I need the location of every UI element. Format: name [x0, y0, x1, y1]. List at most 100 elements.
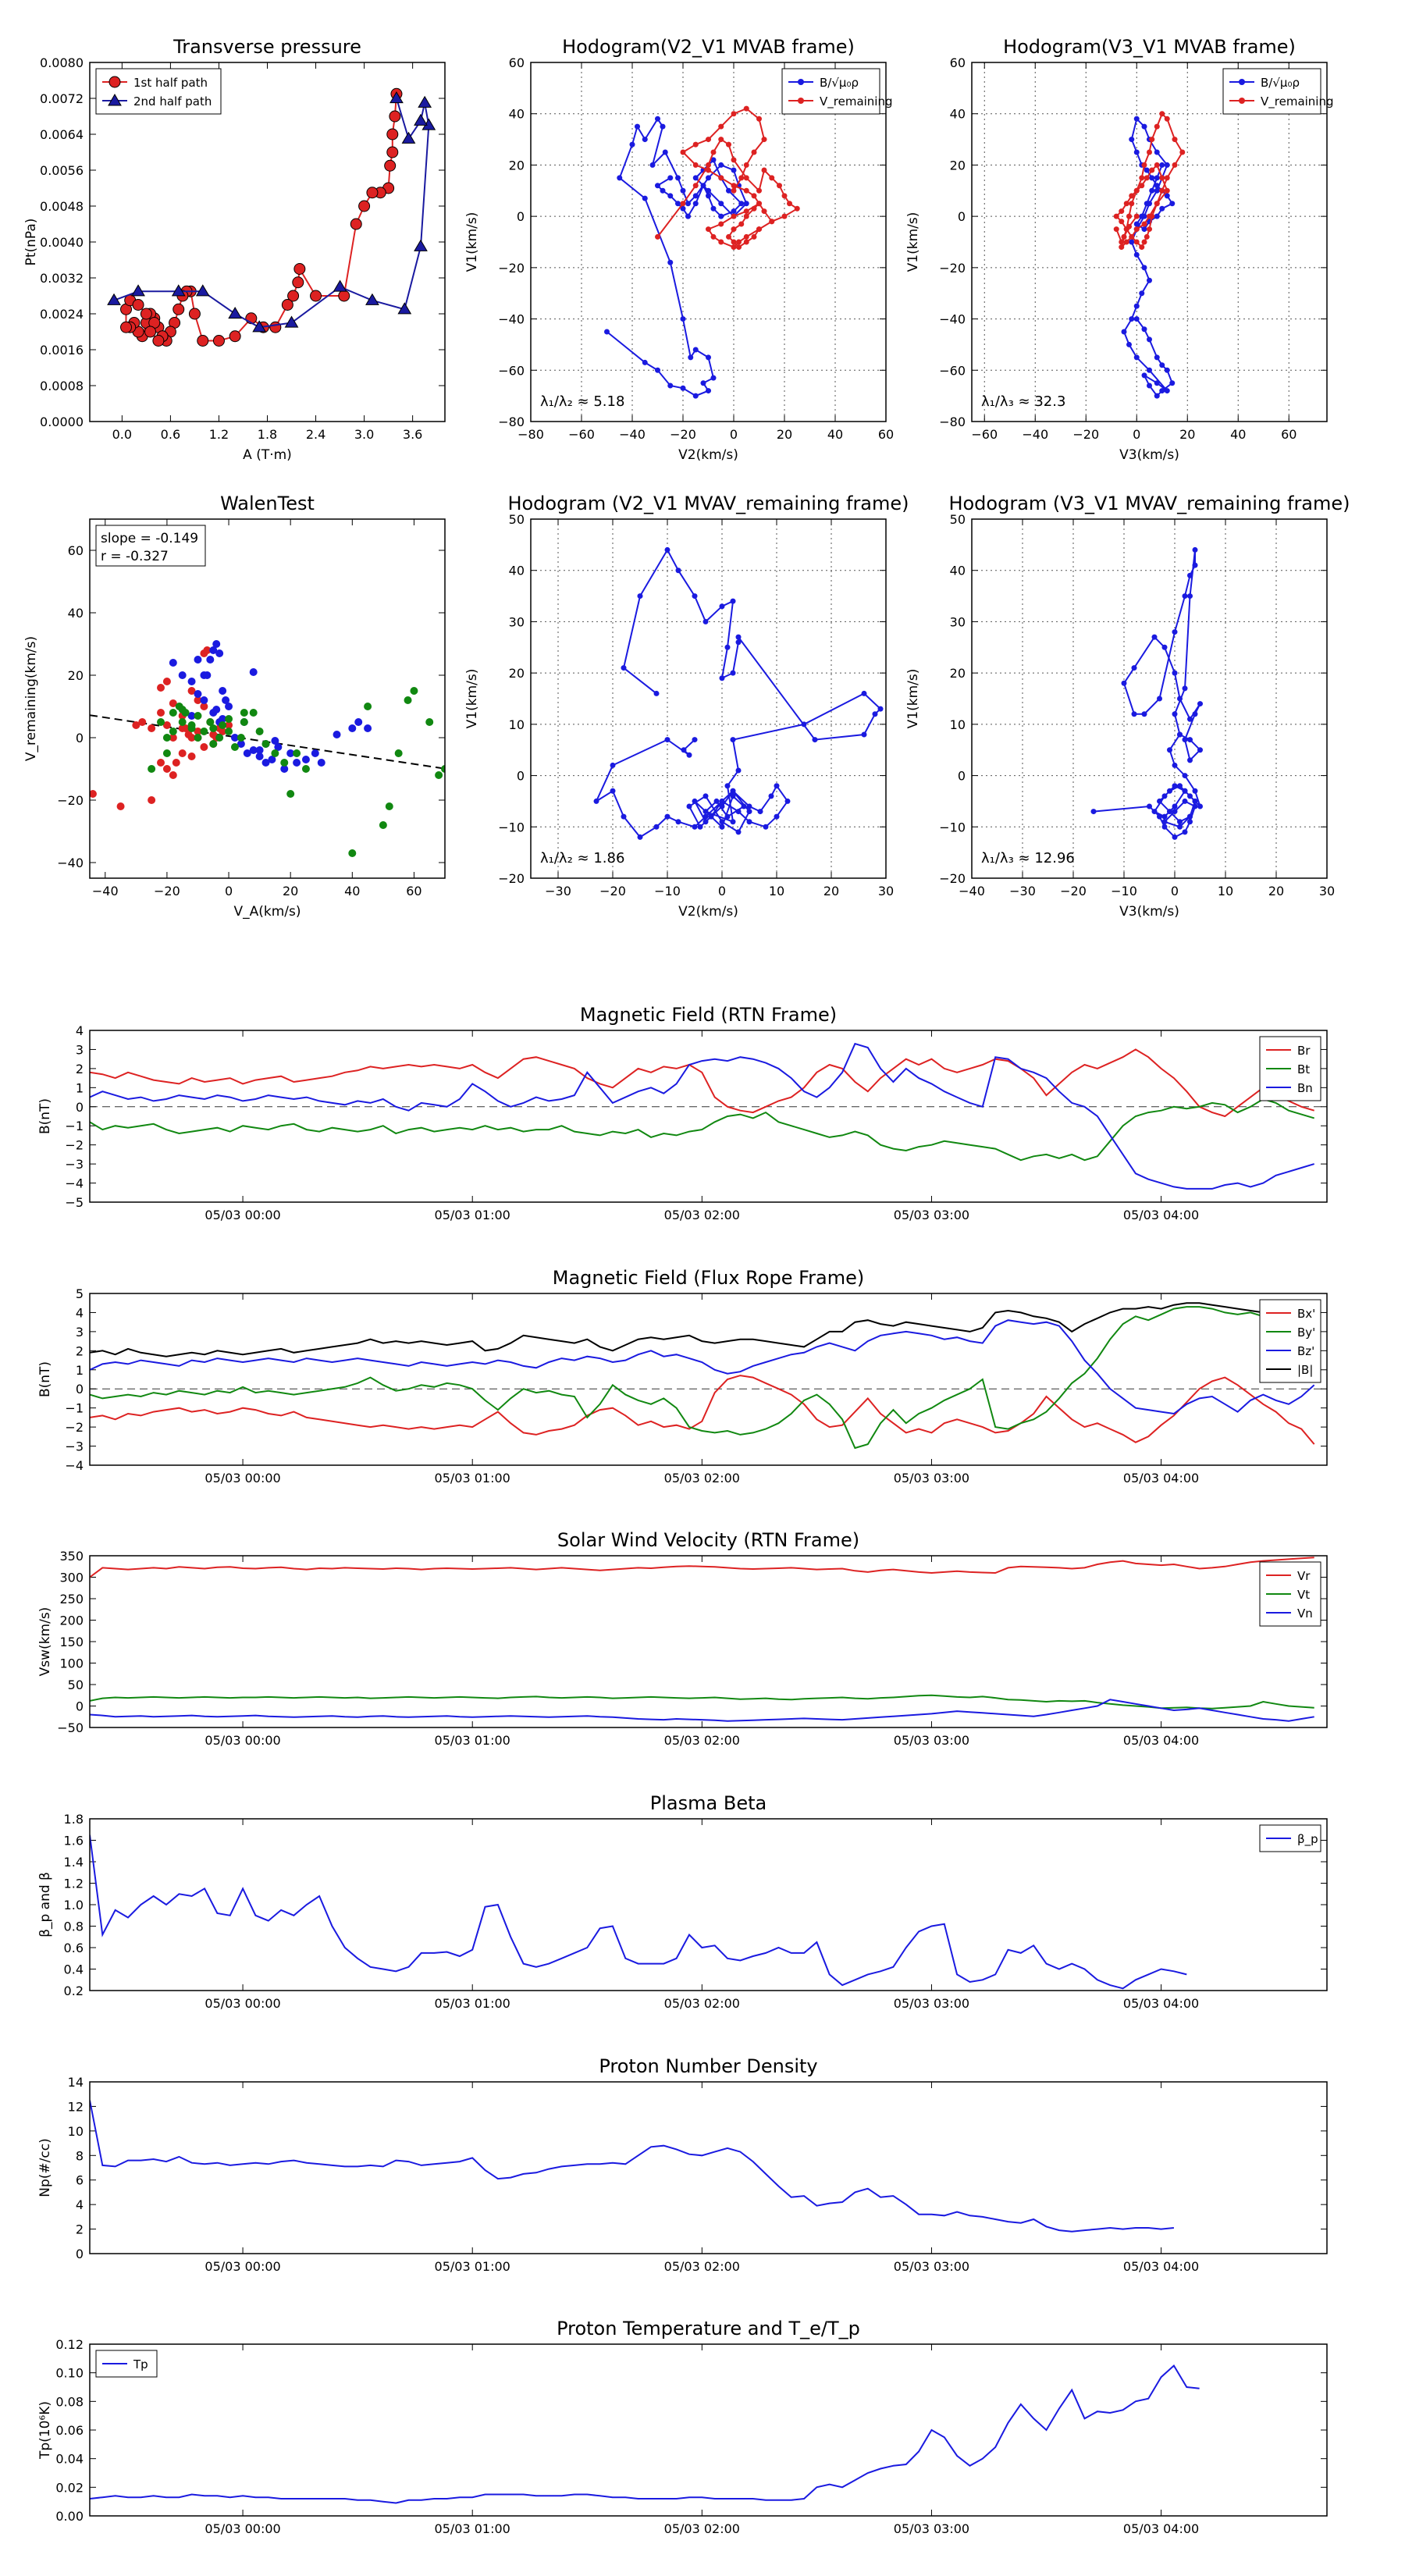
data-point: [1167, 788, 1172, 794]
y-tick-label: 0.0048: [40, 199, 84, 214]
data-point: [735, 809, 742, 815]
data-point: [655, 367, 660, 373]
data-point: [719, 603, 725, 610]
series-line-0: [125, 94, 397, 343]
panel-title: Solar Wind Velocity (RTN Frame): [557, 1529, 859, 1551]
y-tick-label: 0.0016: [40, 343, 84, 358]
legend-label: B/√μ₀ρ: [820, 76, 859, 90]
data-point: [1187, 813, 1193, 820]
data-point: [629, 141, 635, 148]
data-point: [731, 187, 737, 194]
data-point: [1172, 834, 1178, 840]
x-tick-label: 05/03 01:00: [435, 2521, 510, 2536]
data-point: [768, 793, 774, 799]
data-point: [1164, 162, 1170, 168]
data-point: [209, 740, 218, 748]
data-point: [1164, 187, 1170, 194]
data-point: [116, 802, 125, 810]
data-point: [731, 183, 737, 189]
data-point: [718, 123, 724, 130]
data-point: [700, 183, 706, 189]
data-point: [1157, 696, 1162, 702]
x-tick-label: 05/03 04:00: [1123, 2259, 1199, 2274]
y-tick-label: 300: [59, 1571, 84, 1585]
data-point: [692, 347, 699, 353]
data-point: [200, 703, 208, 710]
series-line-0: [594, 548, 882, 838]
data-point: [1154, 175, 1160, 181]
data-point: [178, 706, 187, 713]
data-point: [664, 546, 670, 553]
x-tick-label: 3.6: [403, 427, 422, 442]
data-point: [743, 201, 749, 207]
data-point: [1141, 162, 1147, 168]
data-point: [610, 788, 616, 794]
data-point: [169, 709, 177, 717]
x-tick-label: 2.4: [306, 427, 325, 442]
data-point: [1133, 251, 1140, 258]
y-tick-label: 12: [68, 2099, 84, 2114]
y-tick-label: −40: [498, 312, 525, 327]
data-point: [1121, 329, 1127, 335]
series-line-0: [90, 2364, 1200, 2504]
data-point: [774, 813, 780, 820]
data-point: [397, 302, 412, 315]
legend-label: Bn: [1297, 1081, 1313, 1095]
panel-9: Plasma Beta 05/03 00:00 05/03 01:00 05/03 0…: [37, 1792, 1328, 2011]
data-point: [1139, 183, 1145, 189]
data-point: [718, 175, 724, 181]
data-point: [675, 568, 681, 574]
y-axis-label: Pt(nPa): [23, 219, 39, 266]
data-point: [1187, 737, 1193, 743]
annotation-text: λ₁/λ₃ ≈ 12.96: [981, 850, 1075, 866]
data-point: [735, 829, 742, 835]
data-point: [756, 187, 762, 194]
panel-title: Hodogram (V2_V1 MVAV_remaining frame): [507, 493, 909, 514]
data-point: [187, 687, 196, 695]
data-point: [1197, 803, 1203, 809]
data-point: [90, 790, 97, 798]
data-point: [301, 756, 310, 763]
y-tick-label: 0.00: [55, 2509, 84, 2524]
x-tick-label: 20: [283, 884, 298, 898]
x-tick-label: −80: [518, 427, 544, 442]
data-point: [389, 110, 401, 123]
data-point: [261, 759, 270, 767]
data-point: [107, 293, 121, 305]
data-point: [1133, 187, 1140, 194]
data-point: [1133, 316, 1140, 322]
data-point: [187, 678, 196, 685]
data-point: [132, 299, 144, 311]
data-point: [219, 721, 227, 729]
panel-1: Hodogram(V2_V1 MVAB frame) −80 −60 −40 −20 0 2…: [464, 36, 894, 463]
data-point: [1147, 382, 1152, 389]
data-point: [333, 279, 347, 292]
data-point: [194, 656, 202, 664]
data-point: [662, 149, 668, 155]
data-point: [1172, 137, 1178, 143]
data-point: [1187, 819, 1193, 825]
y-tick-label: 0.6: [64, 1941, 84, 1955]
data-point: [730, 819, 736, 825]
legend-label: V_remaining: [1261, 94, 1334, 109]
x-axis-label: A (T·m): [243, 447, 292, 463]
data-point: [348, 724, 357, 732]
x-tick-label: −30: [545, 884, 571, 898]
data-point: [386, 146, 399, 158]
y-tick-label: 1.4: [64, 1855, 84, 1870]
data-point: [1119, 219, 1125, 225]
data-point: [1154, 187, 1160, 194]
data-point: [718, 221, 724, 227]
y-tick-label: −80: [939, 415, 966, 429]
data-point: [1147, 213, 1152, 219]
y-tick-label: −20: [939, 261, 966, 276]
data-point: [610, 762, 616, 768]
data-point: [731, 111, 737, 117]
data-point: [743, 187, 749, 194]
data-point: [731, 226, 737, 233]
data-point: [178, 671, 187, 679]
x-tick-label: 05/03 03:00: [894, 1733, 969, 1748]
data-point: [219, 715, 227, 723]
data-point: [169, 728, 177, 735]
data-point: [384, 159, 397, 172]
